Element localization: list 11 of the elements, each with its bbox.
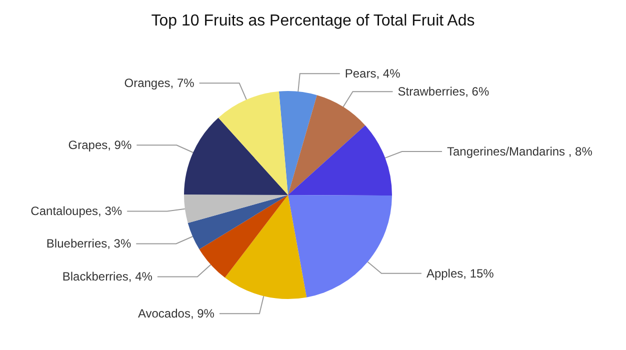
chart-title: Top 10 Fruits as Percentage of Total Fruit Ads	[151, 12, 475, 30]
slice-label: Blackberries, 4%	[62, 270, 153, 284]
slice-label: Apples, 15%	[426, 266, 494, 280]
slice-label: Strawberries, 6%	[398, 84, 490, 99]
slice-label: Blueberries, 3%	[46, 236, 132, 251]
slice-label: Pears, 4%	[344, 66, 401, 81]
slice-label: Grapes, 9%	[68, 138, 132, 152]
slice-label: Cantaloupes, 3%	[30, 204, 122, 218]
slice-label: Oranges, 7%	[124, 76, 195, 90]
slice-label: Tangerines/Mandarins , 8%	[446, 144, 593, 159]
slice-label: Avocados, 9%	[138, 306, 215, 321]
